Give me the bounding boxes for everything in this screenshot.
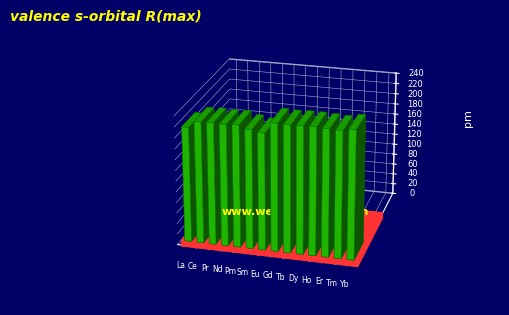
Text: valence s-orbital R(max): valence s-orbital R(max): [10, 9, 202, 23]
